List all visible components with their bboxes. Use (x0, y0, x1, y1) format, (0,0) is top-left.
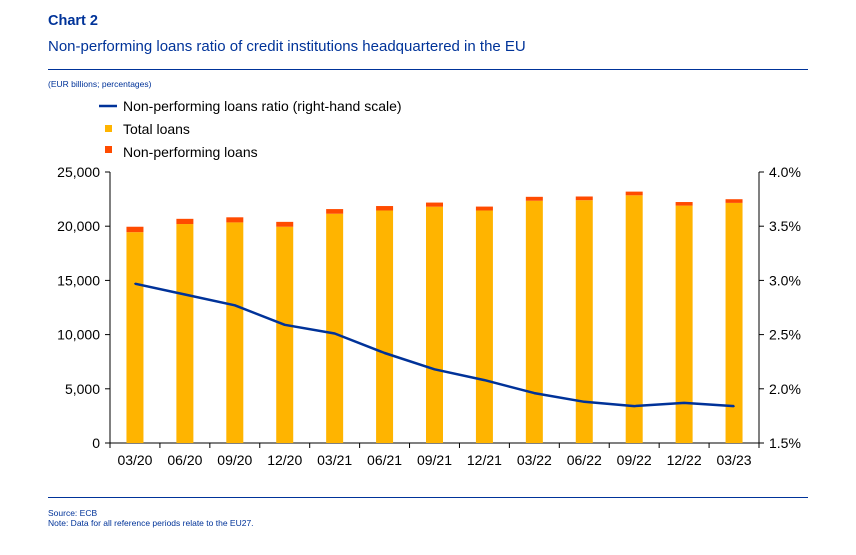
npl-bar (625, 191, 643, 196)
legend-label: Non-performing loans ratio (right-hand s… (123, 98, 402, 114)
npl-bar (376, 206, 394, 211)
right-axis-tick-label: 2.0% (769, 381, 801, 397)
npl-ratio-point (283, 324, 286, 326)
right-axis-tick-label: 2.5% (769, 327, 801, 343)
footnote: Note: Data for all reference periods rel… (48, 518, 254, 528)
legend-label: Total loans (123, 121, 190, 137)
npl-bar (226, 217, 244, 223)
npl-ratio-point (633, 405, 635, 407)
x-axis-tick-label: 03/20 (117, 452, 152, 468)
npl-bar (475, 206, 493, 211)
x-axis-tick-label: 06/22 (567, 452, 602, 468)
right-axis-tick-label: 3.5% (769, 218, 801, 234)
legend-npl-swatch (105, 146, 112, 153)
total-loans-bar (226, 222, 244, 443)
legend-total-loans-swatch (105, 125, 112, 132)
x-axis-tick-label: 12/22 (667, 452, 702, 468)
x-axis-tick-label: 09/22 (617, 452, 652, 468)
right-axis-tick-label: 4.0% (769, 164, 801, 180)
npl-ratio-point (583, 401, 586, 403)
total-loans-bar (426, 206, 443, 443)
npl-bar (725, 199, 743, 203)
total-loans-bar (326, 213, 344, 443)
chart-title: Non-performing loans ratio of credit ins… (48, 38, 526, 55)
npl-ratio-point (483, 379, 486, 381)
left-axis-tick-label: 25,000 (57, 164, 100, 180)
npl-ratio-point (533, 392, 536, 394)
x-axis-tick-label: 06/20 (167, 452, 202, 468)
chart-label: Chart 2 (48, 13, 98, 29)
total-loans-bar (276, 226, 294, 443)
npl-ratio-point (134, 282, 136, 285)
total-loans-bar (575, 200, 593, 443)
total-loans-bar (625, 195, 643, 443)
npl-bar (675, 202, 693, 206)
npl-ratio-point (333, 332, 336, 335)
npl-ratio-point (683, 402, 685, 404)
x-axis-tick-label: 06/21 (367, 452, 402, 468)
npl-bar (326, 209, 344, 214)
units-label: (EUR billions; percentages) (48, 79, 152, 89)
left-axis-tick-label: 0 (92, 435, 100, 451)
legend-label: Non-performing loans (123, 144, 258, 160)
left-axis-tick-label: 20,000 (57, 218, 100, 234)
right-axis-tick-label: 1.5% (769, 435, 801, 451)
x-axis-tick-label: 09/21 (417, 452, 452, 468)
left-axis-tick-label: 10,000 (57, 327, 100, 343)
left-axis-tick-label: 15,000 (57, 272, 100, 288)
npl-bar (176, 218, 194, 225)
left-axis-tick-label: 5,000 (65, 381, 100, 397)
footer-rule (48, 497, 808, 498)
total-loans-bar (176, 224, 194, 443)
npl-bar (276, 221, 294, 227)
npl-ratio-point (733, 405, 735, 407)
x-axis-tick-label: 03/22 (517, 452, 552, 468)
npl-bar (426, 202, 443, 207)
total-loans-bar (126, 232, 144, 443)
title-rule (48, 69, 808, 70)
npl-bar (525, 196, 543, 201)
source-note: Source: ECB (48, 508, 98, 518)
x-axis-tick-label: 03/23 (717, 452, 752, 468)
x-axis-tick-label: 09/20 (217, 452, 252, 468)
npl-bar (126, 226, 144, 233)
npl-ratio-point (433, 368, 436, 371)
x-axis-tick-label: 12/20 (267, 452, 302, 468)
npl-ratio-point (184, 293, 186, 296)
total-loans-bar (376, 210, 394, 443)
total-loans-bar (525, 200, 543, 443)
total-loans-bar (475, 210, 493, 443)
npl-bar (575, 196, 593, 201)
total-loans-bar (725, 202, 743, 443)
npl-ratio-point (383, 352, 386, 354)
npl-ratio-point (234, 304, 236, 307)
x-axis-tick-label: 12/21 (467, 452, 502, 468)
right-axis-tick-label: 3.0% (769, 272, 801, 288)
total-loans-bar (675, 205, 693, 443)
x-axis-tick-label: 03/21 (317, 452, 352, 468)
